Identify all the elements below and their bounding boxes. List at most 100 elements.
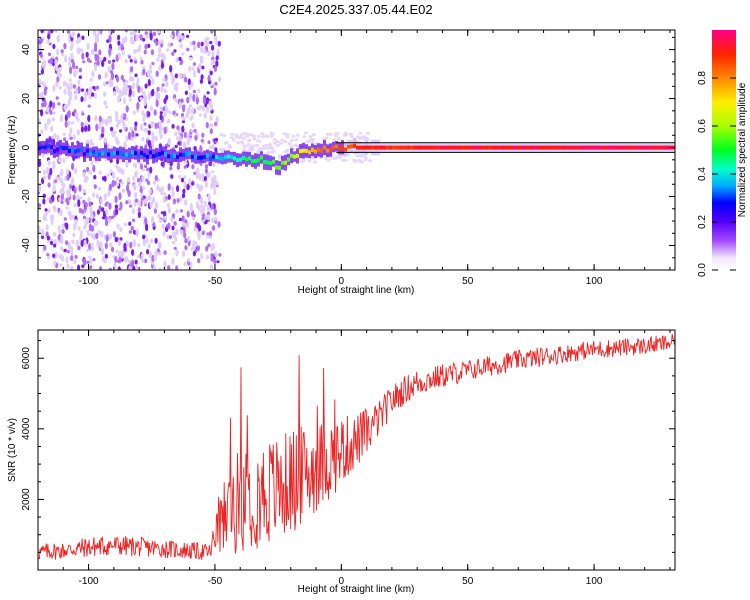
noise-speck (191, 67, 195, 71)
noise-speck (98, 170, 102, 175)
noise-speck (129, 204, 133, 208)
noise-speck (128, 199, 132, 206)
noise-speck (55, 176, 59, 180)
noise-speck (204, 181, 208, 188)
ridge-cell (191, 154, 194, 159)
noise-speck (163, 126, 167, 135)
noise-speck (343, 158, 348, 162)
noise-speck (204, 214, 208, 222)
noise-speck (107, 217, 111, 224)
noise-speck (337, 137, 341, 141)
ridge-cell (320, 148, 323, 153)
noise-speck (177, 141, 181, 146)
noise-speck (41, 102, 45, 108)
noise-speck (117, 95, 121, 103)
noise-speck (112, 171, 116, 180)
noise-speck (155, 93, 159, 100)
noise-speck (73, 223, 77, 231)
noise-speck (113, 130, 117, 135)
noise-speck (208, 230, 213, 237)
noise-speck (71, 121, 75, 125)
noise-speck (100, 132, 104, 138)
noise-speck (81, 264, 85, 268)
noise-speck (133, 125, 138, 132)
noise-speck (154, 135, 158, 142)
noise-speck (100, 247, 105, 256)
noise-speck (335, 132, 340, 136)
ridge-cell (476, 145, 479, 150)
noise-speck (70, 180, 74, 187)
noise-speck (158, 267, 162, 270)
ridge-cell (236, 158, 239, 163)
ridge-cell (500, 145, 503, 150)
noise-speck (195, 171, 199, 180)
noise-speck (147, 78, 151, 87)
noise-speck (103, 137, 107, 144)
noise-speck (192, 93, 196, 102)
ridge-cell (269, 161, 272, 165)
noise-speck (67, 110, 71, 118)
noise-speck (108, 116, 112, 124)
ridge-cell (383, 145, 386, 150)
noise-speck (143, 127, 147, 133)
noise-speck (355, 154, 360, 158)
noise-speck (77, 264, 81, 270)
noise-speck (186, 236, 190, 242)
noise-speck (206, 232, 210, 236)
ridge-cell (110, 151, 113, 156)
ridge-cell (536, 145, 539, 150)
noise-speck (80, 88, 85, 92)
noise-speck (127, 55, 132, 59)
noise-speck (158, 187, 162, 192)
noise-speck (88, 170, 92, 175)
noise-speck (134, 259, 138, 265)
noise-speck (92, 86, 96, 90)
noise-speck (201, 216, 205, 220)
noise-speck (52, 101, 56, 109)
noise-speck (141, 186, 145, 190)
noise-speck (186, 47, 190, 52)
noise-speck (163, 88, 167, 94)
noise-speck (106, 173, 110, 177)
noise-speck (181, 52, 185, 56)
noise-speck (282, 132, 287, 136)
noise-speck (256, 139, 261, 143)
noise-speck (60, 235, 64, 242)
noise-speck (116, 139, 120, 146)
ridge-cell (155, 153, 158, 158)
noise-speck (142, 238, 146, 247)
noise-speck (187, 106, 191, 114)
noise-speck (201, 105, 205, 112)
noise-speck (223, 141, 228, 145)
noise-speck (68, 78, 72, 82)
noise-speck (55, 80, 59, 88)
noise-speck (209, 115, 213, 122)
noise-speck (141, 175, 145, 182)
noise-speck (283, 140, 288, 144)
noise-speck (108, 202, 112, 210)
noise-speck (154, 237, 158, 244)
noise-speck (193, 146, 197, 151)
ridge-cell (647, 145, 650, 150)
noise-speck (184, 90, 188, 96)
ridge-cell (479, 145, 482, 150)
ridge-cell (53, 149, 56, 154)
noise-speck (346, 153, 351, 157)
noise-speck (65, 240, 69, 246)
noise-speck (209, 123, 213, 128)
ridge-cell (608, 145, 611, 150)
noise-speck (107, 66, 111, 73)
noise-speck (269, 131, 274, 135)
spectrogram-y-label: Frequency (Hz) (7, 116, 18, 185)
noise-speck (142, 234, 146, 240)
noise-speck (151, 78, 155, 85)
ridge-cell (65, 146, 68, 151)
noise-speck (74, 87, 79, 95)
noise-speck (131, 218, 136, 222)
noise-speck (109, 159, 113, 163)
noise-speck (201, 65, 205, 70)
noise-speck (57, 102, 61, 106)
ridge-cell (248, 156, 251, 161)
noise-speck (55, 96, 59, 100)
noise-speck (209, 264, 214, 270)
